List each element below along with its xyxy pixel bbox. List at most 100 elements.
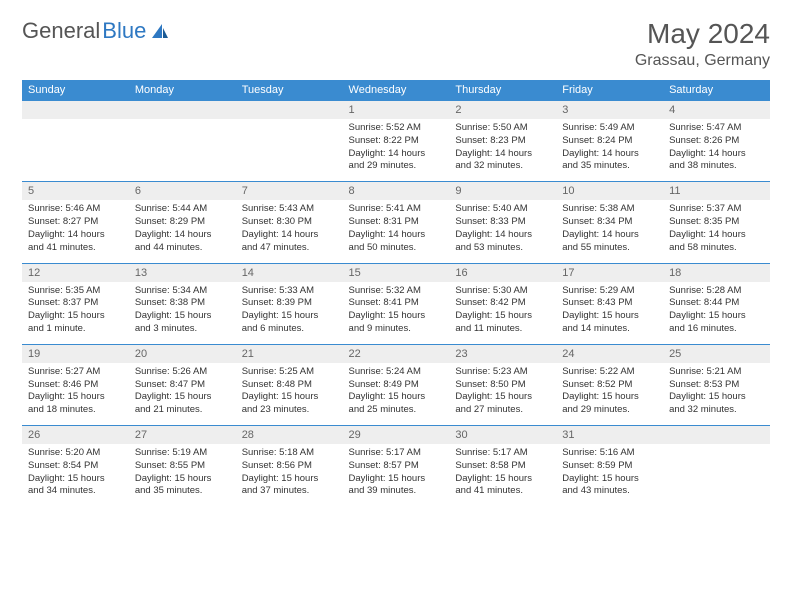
day-cell: Sunrise: 5:52 AMSunset: 8:22 PMDaylight:…: [343, 119, 450, 182]
day-cell: Sunrise: 5:34 AMSunset: 8:38 PMDaylight:…: [129, 282, 236, 345]
sunset-text: Sunset: 8:35 PM: [669, 216, 764, 229]
sunrise-text: Sunrise: 5:47 AM: [669, 122, 764, 135]
day-cell: Sunrise: 5:22 AMSunset: 8:52 PMDaylight:…: [556, 363, 663, 426]
day2-text: and 32 minutes.: [669, 404, 764, 417]
day1-text: Daylight: 15 hours: [562, 473, 657, 486]
day-number: 15: [343, 263, 450, 282]
sunrise-text: Sunrise: 5:20 AM: [28, 447, 123, 460]
sunrise-text: Sunrise: 5:43 AM: [242, 203, 337, 216]
sunset-text: Sunset: 8:30 PM: [242, 216, 337, 229]
sunrise-text: Sunrise: 5:40 AM: [455, 203, 550, 216]
day1-text: Daylight: 14 hours: [28, 229, 123, 242]
sunset-text: Sunset: 8:58 PM: [455, 460, 550, 473]
sunset-text: Sunset: 8:55 PM: [135, 460, 230, 473]
day-number: 29: [343, 426, 450, 445]
sunrise-text: Sunrise: 5:41 AM: [349, 203, 444, 216]
day-number: 1: [343, 101, 450, 120]
sunset-text: Sunset: 8:52 PM: [562, 379, 657, 392]
day1-text: Daylight: 14 hours: [455, 229, 550, 242]
calendar-table: SundayMondayTuesdayWednesdayThursdayFrid…: [22, 80, 770, 506]
day1-text: Daylight: 14 hours: [349, 148, 444, 161]
day1-text: Daylight: 15 hours: [135, 473, 230, 486]
day1-text: Daylight: 15 hours: [669, 310, 764, 323]
day2-text: and 9 minutes.: [349, 323, 444, 336]
day2-text: and 38 minutes.: [669, 160, 764, 173]
sunset-text: Sunset: 8:31 PM: [349, 216, 444, 229]
sunrise-text: Sunrise: 5:49 AM: [562, 122, 657, 135]
day-cell: Sunrise: 5:49 AMSunset: 8:24 PMDaylight:…: [556, 119, 663, 182]
sunrise-text: Sunrise: 5:30 AM: [455, 285, 550, 298]
page-title: May 2024: [635, 18, 770, 50]
day1-text: Daylight: 14 hours: [669, 229, 764, 242]
day2-text: and 58 minutes.: [669, 242, 764, 255]
day-number: 19: [22, 344, 129, 363]
day2-text: and 47 minutes.: [242, 242, 337, 255]
sunset-text: Sunset: 8:27 PM: [28, 216, 123, 229]
day1-text: Daylight: 15 hours: [455, 473, 550, 486]
day-cell: Sunrise: 5:33 AMSunset: 8:39 PMDaylight:…: [236, 282, 343, 345]
day-cell: Sunrise: 5:46 AMSunset: 8:27 PMDaylight:…: [22, 200, 129, 263]
day2-text: and 18 minutes.: [28, 404, 123, 417]
day-cell: [129, 119, 236, 182]
sunset-text: Sunset: 8:42 PM: [455, 297, 550, 310]
sunrise-text: Sunrise: 5:27 AM: [28, 366, 123, 379]
day-number: [236, 101, 343, 120]
day1-text: Daylight: 14 hours: [455, 148, 550, 161]
day2-text: and 29 minutes.: [349, 160, 444, 173]
day-cell: Sunrise: 5:21 AMSunset: 8:53 PMDaylight:…: [663, 363, 770, 426]
day1-text: Daylight: 15 hours: [455, 310, 550, 323]
day1-text: Daylight: 15 hours: [669, 391, 764, 404]
day2-text: and 11 minutes.: [455, 323, 550, 336]
day2-text: and 44 minutes.: [135, 242, 230, 255]
day-cell: [236, 119, 343, 182]
day-number: 6: [129, 182, 236, 201]
day2-text: and 43 minutes.: [562, 485, 657, 498]
day2-text: and 3 minutes.: [135, 323, 230, 336]
sunset-text: Sunset: 8:39 PM: [242, 297, 337, 310]
sunrise-text: Sunrise: 5:34 AM: [135, 285, 230, 298]
sunrise-text: Sunrise: 5:17 AM: [455, 447, 550, 460]
sunset-text: Sunset: 8:41 PM: [349, 297, 444, 310]
day-number: 13: [129, 263, 236, 282]
day2-text: and 35 minutes.: [562, 160, 657, 173]
sunrise-text: Sunrise: 5:37 AM: [669, 203, 764, 216]
sunset-text: Sunset: 8:47 PM: [135, 379, 230, 392]
day-cell: Sunrise: 5:47 AMSunset: 8:26 PMDaylight:…: [663, 119, 770, 182]
day2-text: and 14 minutes.: [562, 323, 657, 336]
sunset-text: Sunset: 8:26 PM: [669, 135, 764, 148]
day1-text: Daylight: 15 hours: [28, 473, 123, 486]
sunrise-text: Sunrise: 5:22 AM: [562, 366, 657, 379]
sunrise-text: Sunrise: 5:44 AM: [135, 203, 230, 216]
day1-text: Daylight: 15 hours: [349, 473, 444, 486]
day1-text: Daylight: 14 hours: [669, 148, 764, 161]
sunset-text: Sunset: 8:46 PM: [28, 379, 123, 392]
header: GeneralBlue May 2024 Grassau, Germany: [22, 18, 770, 70]
day-number: 25: [663, 344, 770, 363]
sunset-text: Sunset: 8:57 PM: [349, 460, 444, 473]
day-cell: Sunrise: 5:23 AMSunset: 8:50 PMDaylight:…: [449, 363, 556, 426]
day-number: 26: [22, 426, 129, 445]
day2-text: and 34 minutes.: [28, 485, 123, 498]
sunset-text: Sunset: 8:59 PM: [562, 460, 657, 473]
day1-text: Daylight: 15 hours: [28, 310, 123, 323]
sunset-text: Sunset: 8:22 PM: [349, 135, 444, 148]
sunrise-text: Sunrise: 5:35 AM: [28, 285, 123, 298]
day-number: 4: [663, 101, 770, 120]
day-cell: Sunrise: 5:20 AMSunset: 8:54 PMDaylight:…: [22, 444, 129, 506]
day-cell: [663, 444, 770, 506]
day-cell: Sunrise: 5:38 AMSunset: 8:34 PMDaylight:…: [556, 200, 663, 263]
sunset-text: Sunset: 8:48 PM: [242, 379, 337, 392]
day1-text: Daylight: 15 hours: [562, 310, 657, 323]
day-number: 9: [449, 182, 556, 201]
sunrise-text: Sunrise: 5:24 AM: [349, 366, 444, 379]
day-number: 16: [449, 263, 556, 282]
day1-text: Daylight: 15 hours: [455, 391, 550, 404]
day-number: 20: [129, 344, 236, 363]
day1-text: Daylight: 14 hours: [349, 229, 444, 242]
sunrise-text: Sunrise: 5:28 AM: [669, 285, 764, 298]
day-number: 27: [129, 426, 236, 445]
day1-text: Daylight: 15 hours: [349, 391, 444, 404]
sunset-text: Sunset: 8:49 PM: [349, 379, 444, 392]
day-cell: Sunrise: 5:40 AMSunset: 8:33 PMDaylight:…: [449, 200, 556, 263]
sunrise-text: Sunrise: 5:25 AM: [242, 366, 337, 379]
